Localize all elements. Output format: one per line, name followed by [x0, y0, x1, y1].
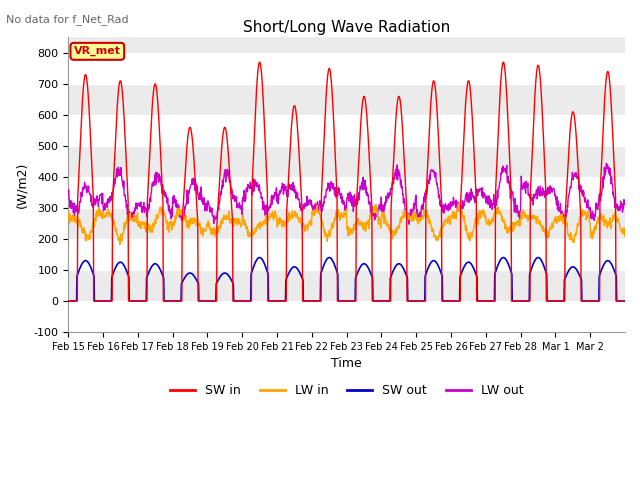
Bar	[68, 146, 625, 177]
Legend: SW in, LW in, SW out, LW out: SW in, LW in, SW out, LW out	[165, 379, 528, 402]
Y-axis label: (W/m2): (W/m2)	[15, 161, 28, 208]
Bar	[68, 270, 625, 301]
Bar	[68, 84, 625, 115]
Text: No data for f_Net_Rad: No data for f_Net_Rad	[6, 14, 129, 25]
Bar	[68, 53, 625, 84]
Bar	[68, 301, 625, 332]
Title: Short/Long Wave Radiation: Short/Long Wave Radiation	[243, 20, 451, 35]
Bar	[68, 115, 625, 146]
Bar	[68, 177, 625, 208]
Bar	[68, 208, 625, 239]
X-axis label: Time: Time	[332, 357, 362, 370]
Bar	[68, 239, 625, 270]
Text: VR_met: VR_met	[74, 46, 121, 57]
